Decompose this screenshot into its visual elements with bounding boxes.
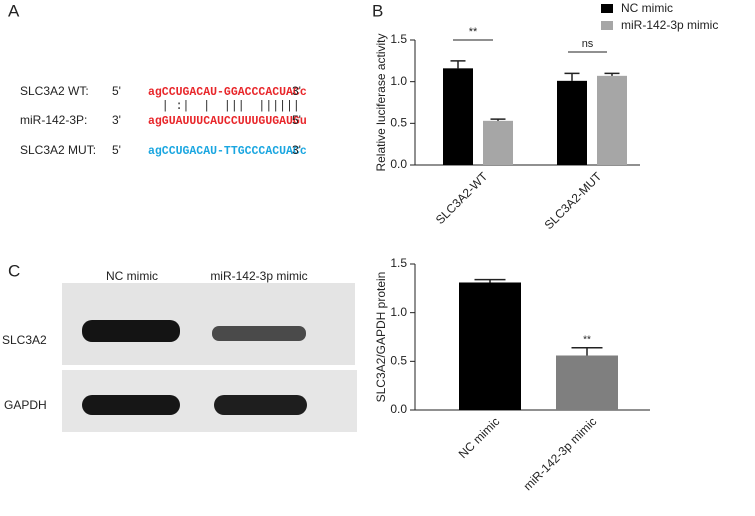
error-bar	[564, 72, 580, 81]
y-axis-label: Relative luciferase activity	[374, 33, 388, 171]
protein-label: SLC3A2	[2, 333, 47, 347]
blot-band	[82, 395, 180, 415]
strand-end: 3'	[112, 113, 121, 127]
significance: **	[583, 334, 591, 345]
panel-label: C	[8, 261, 20, 280]
strand-end: 3'	[292, 143, 301, 157]
lane-label: NC mimic	[106, 269, 158, 283]
blot-band	[214, 395, 307, 415]
legend-swatch	[601, 4, 613, 13]
error-bar	[490, 118, 506, 121]
sequence: agCCUGACAU-TTGCCCACUACc	[148, 145, 307, 158]
x-tick-label: miR-142-3p mimic	[521, 414, 600, 493]
error-bar	[571, 346, 603, 356]
legend-swatch	[601, 21, 613, 30]
y-axis-label: SLC3A2/GAPDH protein	[374, 272, 388, 403]
strand-end: 5'	[112, 84, 121, 98]
protein-label: GAPDH	[4, 398, 47, 412]
bar	[557, 80, 587, 165]
bar	[597, 75, 627, 165]
significance: **	[469, 26, 478, 38]
x-tick-label: SLC3A2-MUT	[542, 169, 605, 232]
y-tick-label: 0.0	[390, 402, 407, 416]
strand-end: 3'	[292, 84, 301, 98]
y-tick-label: 1.0	[390, 74, 407, 88]
blot-band	[212, 326, 306, 341]
y-tick-label: 1.0	[390, 305, 407, 319]
sequence-label: SLC3A2 MUT:	[20, 143, 96, 157]
significance: ns	[582, 38, 594, 50]
y-tick-label: 0.5	[390, 354, 407, 368]
sequence-label: miR-142-3P:	[20, 113, 87, 127]
error-bar	[474, 278, 506, 283]
panel-label: B	[372, 1, 383, 20]
bar	[556, 355, 618, 410]
error-bar	[450, 60, 466, 69]
sequence: agCCUGACAU-GGACCCACUACc	[148, 86, 307, 99]
y-tick-label: 0.5	[390, 116, 407, 130]
sequence: agGUAUUUCAUCCUUUGUGAUGu	[148, 115, 307, 128]
lane-label: miR-142-3p mimic	[210, 269, 307, 283]
bar	[443, 68, 473, 165]
strand-end: 5'	[292, 113, 301, 127]
legend-label: miR-142-3p mimic	[621, 18, 718, 32]
bar	[483, 120, 513, 165]
y-tick-label: 0.0	[390, 157, 407, 171]
base-pairing: | :| | ||| ||||||	[148, 100, 300, 113]
error-bar	[604, 72, 620, 76]
sequence-label: SLC3A2 WT:	[20, 84, 89, 98]
panel-label: A	[8, 1, 20, 20]
bar	[459, 282, 521, 410]
y-tick-label: 1.5	[390, 256, 407, 270]
strand-end: 5'	[112, 143, 121, 157]
x-tick-label: SLC3A2-WT	[433, 169, 491, 227]
blot-band	[82, 320, 180, 342]
x-tick-label: NC mimic	[456, 414, 503, 461]
legend-label: NC mimic	[621, 1, 673, 15]
y-tick-label: 1.5	[390, 32, 407, 46]
